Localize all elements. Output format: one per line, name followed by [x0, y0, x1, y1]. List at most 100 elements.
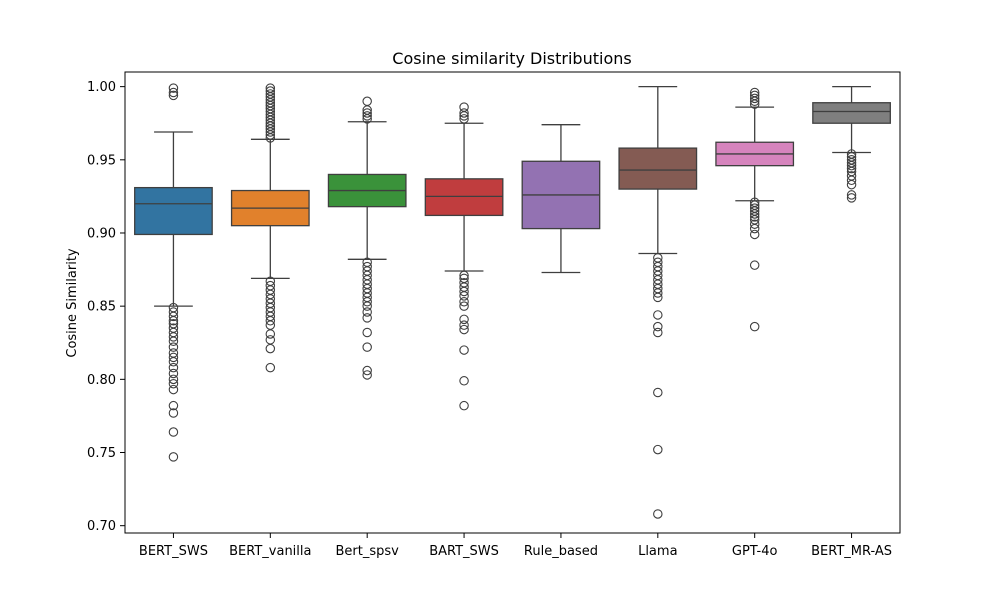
outlier-point	[362, 342, 372, 352]
outlier-point	[749, 260, 760, 270]
outlier-point	[653, 509, 663, 519]
y-axis-label: Cosine Similarity	[65, 248, 80, 358]
outlier-point	[459, 111, 469, 121]
box-group-rule-based	[521, 124, 601, 274]
outlier-point	[846, 179, 857, 190]
outlier-point	[168, 357, 179, 367]
outlier-point	[749, 219, 760, 229]
outlier-point	[749, 96, 760, 107]
outlier-point	[362, 327, 372, 338]
y-tick-label: 0.95	[87, 153, 116, 168]
outlier-point	[749, 99, 760, 109]
outlier-point	[362, 297, 372, 307]
outlier-point	[168, 311, 179, 322]
outlier-point	[168, 384, 179, 395]
outlier-point	[653, 321, 663, 332]
outlier-point	[459, 345, 469, 355]
outlier-point	[653, 310, 663, 320]
y-tick-label: 0.90	[87, 226, 116, 241]
outlier-point	[459, 400, 469, 411]
outlier-point	[459, 108, 469, 118]
x-tick-label: GPT-4o	[732, 544, 778, 559]
x-tick-label: BERT_SWS	[139, 544, 208, 559]
outlier-point	[459, 314, 469, 325]
outlier-point	[459, 291, 469, 301]
outlier-point	[459, 297, 469, 307]
outlier-point	[265, 329, 276, 339]
axes: BERT_SWS BERT_vanilla Bert_spsv BART_SWS Rul…	[87, 80, 892, 559]
y-tick-label: 0.70	[87, 519, 116, 534]
plot-frame	[124, 71, 901, 534]
x-tick-label: BERT_MR-AS	[811, 544, 892, 559]
outlier-point	[168, 452, 179, 462]
outlier-point	[362, 365, 372, 376]
outlier-point	[459, 286, 469, 297]
outlier-point	[749, 209, 760, 219]
outlier-point	[846, 175, 857, 186]
outlier-point	[459, 376, 469, 386]
outlier-point	[168, 378, 179, 389]
outlier-point	[168, 362, 179, 373]
chart-title: Cosine similarity Distributions	[392, 49, 631, 68]
outlier-point	[265, 316, 276, 326]
box-group-gpt-4o	[715, 87, 795, 332]
outlier-point	[168, 374, 179, 385]
outlier-point	[749, 229, 760, 240]
outlier-point	[653, 444, 663, 455]
x-tick-label: Rule_based	[524, 544, 598, 559]
outlier-point	[846, 160, 857, 171]
box-group-bert-vanilla	[230, 83, 310, 373]
outlier-point	[749, 212, 760, 222]
outlier-point	[265, 130, 276, 140]
outlier-point	[362, 313, 372, 323]
outlier-point	[459, 301, 469, 311]
outlier-point	[265, 343, 276, 354]
outlier-point	[459, 320, 469, 330]
outlier-point	[653, 292, 663, 303]
outlier-point	[459, 324, 469, 335]
box-group-bert-spsv	[327, 96, 407, 380]
outlier-point	[265, 133, 276, 143]
outlier-point	[459, 270, 469, 281]
box-group-bert-mr-as	[812, 85, 891, 203]
outlier-point	[168, 332, 179, 342]
box-group-bart-sws	[424, 102, 504, 411]
outlier-point	[168, 83, 179, 93]
outlier-point	[168, 336, 179, 347]
y-tick-label: 1.00	[87, 80, 116, 95]
outlier-point	[362, 108, 372, 118]
outlier-point	[362, 114, 372, 124]
outlier-point	[168, 90, 179, 101]
y-tick-label: 0.75	[87, 446, 116, 461]
outlier-point	[749, 93, 760, 104]
outlier-point	[749, 223, 760, 234]
outlier-point	[653, 327, 663, 338]
outlier-point	[362, 301, 372, 311]
outlier-point	[459, 114, 469, 124]
y-tick-label: 0.85	[87, 300, 116, 315]
outlier-point	[846, 163, 857, 174]
box-iqr	[134, 186, 213, 236]
x-tick-label: BERT_vanilla	[229, 544, 311, 559]
outlier-point	[653, 288, 663, 298]
x-tick-label: BART_SWS	[429, 544, 499, 559]
box-iqr	[812, 102, 891, 124]
outlier-point	[846, 190, 857, 200]
box-iqr	[618, 147, 698, 190]
outlier-point	[265, 362, 276, 373]
outlier-point	[168, 87, 179, 98]
outlier-point	[362, 370, 372, 380]
x-tick-label: Llama	[638, 544, 677, 559]
outlier-point	[265, 335, 276, 345]
outlier-point	[362, 96, 372, 107]
outlier-point	[168, 400, 179, 411]
outlier-point	[362, 111, 372, 121]
outlier-point	[846, 193, 857, 203]
box-group-llama	[618, 85, 698, 519]
outlier-point	[749, 321, 760, 332]
outlier-point	[265, 127, 276, 137]
outlier-point	[362, 307, 372, 317]
outlier-point	[168, 352, 179, 363]
plot-area	[134, 83, 891, 519]
